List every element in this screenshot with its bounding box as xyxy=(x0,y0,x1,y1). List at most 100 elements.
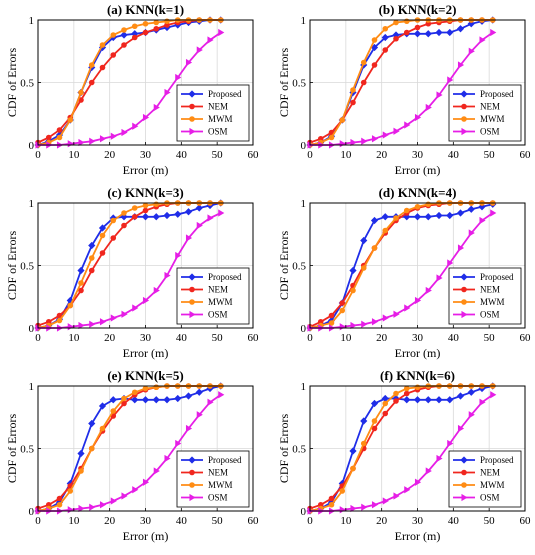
triangle-marker xyxy=(436,274,443,282)
legend-entry-label: NEM xyxy=(208,468,228,478)
triangle-marker xyxy=(142,296,150,305)
triangle-marker xyxy=(361,137,368,145)
triangle-marker xyxy=(196,221,203,230)
triangle-marker xyxy=(382,497,389,505)
triangle-marker xyxy=(479,36,486,44)
x-tick-label: 50 xyxy=(484,332,496,344)
diamond-marker xyxy=(184,208,193,216)
circle-marker xyxy=(461,103,467,110)
y-axis-label: CDF of Errors xyxy=(5,414,19,484)
circle-marker xyxy=(131,389,138,396)
x-tick-label: 10 xyxy=(340,149,352,161)
x-tick-label: 60 xyxy=(248,149,260,161)
triangle-marker xyxy=(121,492,128,500)
circle-marker xyxy=(45,134,52,141)
diamond-marker xyxy=(88,419,96,428)
diamond-marker xyxy=(120,31,128,39)
diamond-marker xyxy=(381,394,389,403)
circle-marker xyxy=(461,299,467,305)
legend: Proposed NEM MWM OSM xyxy=(176,267,250,325)
y-tick-label: 1 xyxy=(301,381,307,393)
circle-marker xyxy=(403,18,410,25)
triangle-marker xyxy=(457,61,465,69)
y-tick-label: 0 xyxy=(29,323,35,335)
triangle-marker xyxy=(189,493,196,502)
circle-marker xyxy=(393,390,399,397)
triangle-marker xyxy=(67,323,74,331)
circle-marker xyxy=(142,202,149,209)
diamond-marker xyxy=(370,216,379,225)
diamond-marker xyxy=(370,399,379,408)
legend-entry-label: MWM xyxy=(208,114,233,124)
circle-marker xyxy=(153,19,160,26)
legend-entry-label: MWM xyxy=(208,480,233,490)
legend-entry-label: OSM xyxy=(208,310,228,320)
triangle-marker xyxy=(339,323,346,331)
circle-marker xyxy=(382,400,389,407)
triangle-marker xyxy=(78,504,85,513)
triangle-marker xyxy=(414,113,422,122)
diamond-marker xyxy=(188,456,196,464)
x-axis-label: Error (m) xyxy=(395,346,441,360)
triangle-marker xyxy=(175,251,182,260)
circle-marker xyxy=(461,286,467,293)
y-tick-label: 0.5 xyxy=(292,444,306,456)
circle-marker xyxy=(99,232,106,239)
legend-entry-label: OSM xyxy=(208,127,228,137)
circle-marker xyxy=(142,385,149,392)
diamond-marker xyxy=(77,449,85,458)
x-tick-label: 20 xyxy=(376,149,388,161)
series-osm xyxy=(307,209,497,332)
x-tick-label: 40 xyxy=(176,515,188,527)
legend-entry-label: NEM xyxy=(480,102,500,112)
triangle-marker xyxy=(350,321,357,330)
x-tick-label: 40 xyxy=(448,332,460,344)
diamond-marker xyxy=(77,266,85,275)
x-tick-label: 0 xyxy=(35,332,41,344)
circle-marker xyxy=(328,501,335,508)
circle-marker xyxy=(142,20,149,27)
circle-marker xyxy=(99,250,106,256)
chart-title: (b) KNN(k=2) xyxy=(379,2,457,17)
chart-panel: (f) KNN(k=6) 0 10 20 30 40 50 60 0 0.5 1 Error (m) C… xyxy=(277,368,531,543)
triangle-marker xyxy=(457,424,465,433)
legend-entry-label: MWM xyxy=(480,297,505,307)
circle-marker xyxy=(131,205,138,211)
circle-marker xyxy=(121,400,127,407)
x-tick-label: 50 xyxy=(212,332,224,344)
x-tick-label: 30 xyxy=(140,332,152,344)
circle-marker xyxy=(393,35,399,42)
circle-marker xyxy=(88,62,95,68)
triangle-marker xyxy=(382,314,389,322)
circle-marker xyxy=(350,99,356,106)
triangle-marker xyxy=(110,132,117,140)
chart-title: (c) KNN(k=3) xyxy=(107,185,183,200)
x-tick-label: 30 xyxy=(412,515,424,527)
diamond-marker xyxy=(152,396,160,404)
triangle-marker xyxy=(164,454,171,463)
legend-entry-label: MWM xyxy=(480,114,505,124)
circle-marker xyxy=(461,482,467,488)
triangle-marker xyxy=(393,127,400,135)
diamond-marker xyxy=(456,392,465,400)
circle-marker xyxy=(56,134,63,141)
triangle-marker xyxy=(436,454,443,463)
triangle-marker xyxy=(404,121,411,129)
circle-marker xyxy=(88,255,95,261)
x-tick-label: 40 xyxy=(448,149,460,161)
x-tick-label: 10 xyxy=(340,515,352,527)
diamond-marker xyxy=(446,396,454,404)
x-tick-label: 20 xyxy=(104,515,116,527)
diamond-marker xyxy=(424,213,432,221)
triangle-marker xyxy=(89,137,96,145)
triangle-marker xyxy=(350,138,357,147)
circle-marker xyxy=(99,425,106,432)
legend-entry-label: Proposed xyxy=(208,455,242,465)
triangle-marker xyxy=(78,321,85,330)
triangle-marker xyxy=(425,467,432,475)
diamond-marker xyxy=(120,213,128,221)
triangle-marker xyxy=(121,128,128,137)
y-tick-label: 1 xyxy=(29,15,35,27)
circle-marker xyxy=(88,445,95,452)
x-tick-label: 10 xyxy=(340,332,352,344)
